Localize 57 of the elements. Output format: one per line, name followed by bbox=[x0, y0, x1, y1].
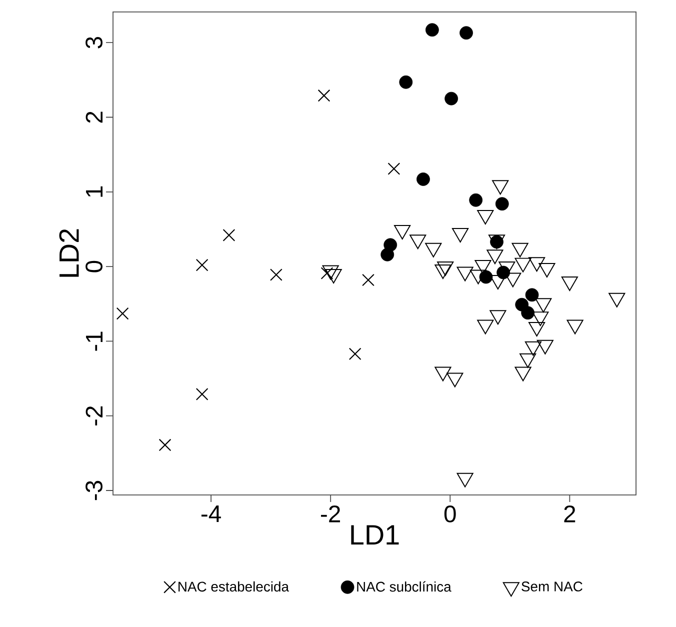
point bbox=[394, 224, 411, 240]
point bbox=[460, 26, 473, 40]
point bbox=[388, 162, 400, 175]
point bbox=[532, 312, 549, 326]
point bbox=[524, 341, 542, 356]
point bbox=[561, 276, 578, 291]
x-tick-label: 2 bbox=[564, 506, 576, 522]
legend-label: Sem NAC bbox=[522, 582, 582, 592]
x-tick-label: -4 bbox=[201, 506, 221, 522]
y-tick-label: 1 bbox=[86, 186, 102, 197]
x-tick-label: 0 bbox=[444, 506, 456, 522]
point bbox=[399, 75, 413, 89]
point bbox=[425, 242, 442, 258]
point bbox=[325, 269, 342, 284]
point bbox=[410, 234, 426, 250]
point bbox=[492, 180, 509, 195]
point bbox=[528, 257, 546, 272]
y-tick-label: -2 bbox=[86, 406, 102, 426]
point bbox=[477, 210, 494, 225]
point bbox=[456, 266, 474, 282]
point bbox=[437, 262, 454, 276]
point bbox=[512, 242, 528, 258]
point bbox=[566, 320, 584, 334]
legend-label: NAC estabelecida bbox=[178, 581, 290, 592]
point bbox=[495, 197, 509, 211]
legend-label: NAC subclínica bbox=[357, 581, 452, 592]
point bbox=[514, 366, 532, 382]
point bbox=[425, 23, 439, 37]
point bbox=[514, 258, 532, 272]
y-tick-label: -3 bbox=[86, 480, 102, 500]
y-tick-label: 3 bbox=[86, 36, 102, 48]
point bbox=[416, 172, 430, 186]
point bbox=[452, 228, 469, 242]
point bbox=[469, 193, 483, 207]
point bbox=[434, 366, 452, 382]
y-tick-label: 0 bbox=[86, 260, 102, 272]
point bbox=[434, 264, 452, 280]
y-axis-title: LD2 bbox=[59, 229, 79, 277]
x-axis-title: LD1 bbox=[351, 525, 399, 544]
point bbox=[456, 472, 474, 488]
point bbox=[608, 292, 626, 308]
y-tick-label: -1 bbox=[86, 332, 102, 351]
point bbox=[318, 89, 330, 102]
point bbox=[520, 353, 536, 368]
point bbox=[477, 320, 494, 334]
point bbox=[536, 340, 554, 354]
point bbox=[535, 298, 552, 313]
point bbox=[322, 265, 339, 280]
point bbox=[444, 92, 458, 106]
y-tick-label: 2 bbox=[86, 112, 102, 123]
point bbox=[490, 310, 506, 325]
point bbox=[470, 270, 487, 284]
point bbox=[446, 372, 464, 388]
x-tick-label: -2 bbox=[321, 506, 340, 522]
point bbox=[486, 250, 504, 264]
point bbox=[538, 263, 556, 278]
point bbox=[528, 322, 546, 337]
